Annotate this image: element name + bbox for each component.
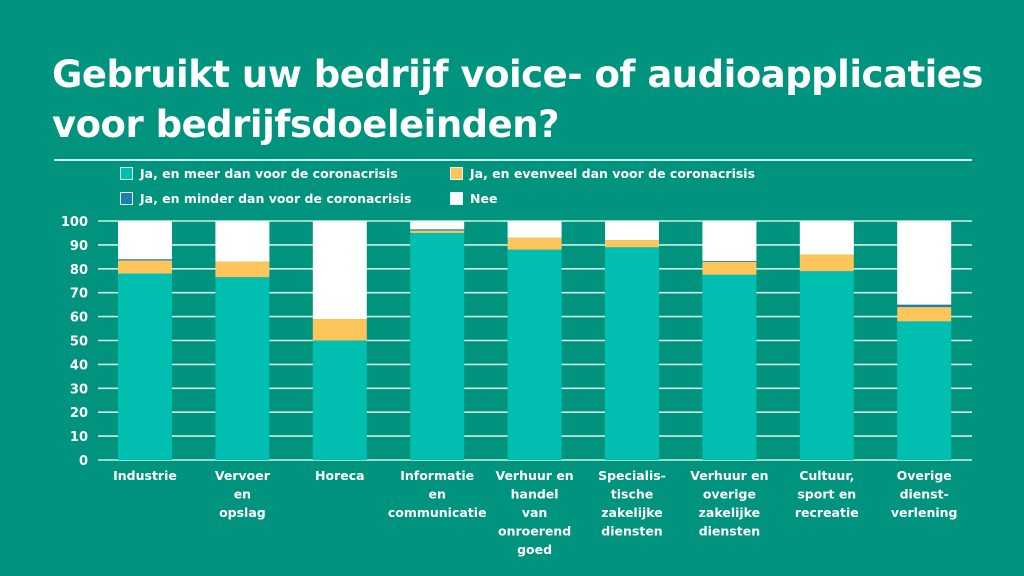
bar-segment-meer — [702, 274, 757, 460]
x-tick-label: Overige dienst-verlening — [891, 468, 958, 520]
bar-segment-meer — [410, 232, 465, 460]
title-divider — [54, 159, 972, 161]
y-tick-label: 50 — [70, 335, 88, 350]
y-tick-label: 0 — [79, 454, 88, 469]
bar-segment-nee — [897, 221, 952, 305]
x-tick-label: Specialis-tische zakelijke diensten — [598, 468, 666, 539]
bar-segment-nee — [799, 221, 854, 255]
legend-swatch-evenveel — [450, 167, 463, 180]
bar-segment-evenveel — [605, 240, 659, 248]
legend-swatch-meer — [120, 167, 133, 180]
bar-segment-minder — [410, 229, 465, 231]
bar-segment-evenveel — [702, 261, 757, 275]
bar-segment-evenveel — [215, 261, 270, 278]
legend-label: Ja, en evenveel dan voor de coronacrisis — [470, 166, 756, 181]
y-tick-label: 10 — [70, 430, 88, 445]
x-tick-label: Industrie — [113, 468, 177, 483]
bar-segment-meer — [507, 249, 562, 460]
y-tick-label: 100 — [61, 215, 88, 230]
bar-segment-meer — [118, 273, 172, 460]
y-tick-label: 20 — [70, 406, 88, 421]
bar-segment-meer — [215, 277, 270, 460]
y-tick-label: 60 — [70, 311, 88, 326]
y-tick-label: 30 — [70, 382, 88, 397]
bar-segment-meer — [799, 271, 854, 460]
bar-segment-evenveel — [799, 254, 854, 272]
legend-label: Ja, en meer dan voor de coronacrisis — [140, 166, 398, 181]
x-tick-label: Verhuur en handel van onroerend goed — [495, 468, 573, 557]
bar-segment-meer — [605, 247, 659, 460]
legend-item-nee: Nee — [450, 191, 497, 206]
bar-segment-evenveel — [410, 230, 465, 233]
legend-label: Nee — [470, 191, 498, 206]
chart-title: Gebruikt uw bedrijf voice- of audioappli… — [52, 53, 983, 146]
bar-segment-nee — [605, 221, 659, 241]
legend-item-evenveel: Ja, en evenveel dan voor de coronacrisis — [450, 166, 755, 181]
bar-segment-nee — [702, 221, 757, 261]
y-tick-label: 40 — [70, 358, 88, 373]
bar-segment-nee — [215, 221, 270, 262]
x-tick-label: Vervoer en opslag — [215, 468, 271, 520]
bar-segment-nee — [118, 221, 172, 260]
bar-segment-minder — [702, 260, 757, 262]
bar-segment-evenveel — [118, 260, 172, 274]
legend-item-meer: Ja, en meer dan voor de coronacrisis — [120, 166, 398, 181]
x-tick-label: Informatie en communicatie — [388, 468, 487, 520]
bar-segment-evenveel — [897, 307, 952, 322]
legend-swatch-nee — [450, 192, 463, 205]
bar-segment-meer — [312, 340, 367, 460]
x-tick-label: Cultuur, sport en recreatie — [795, 468, 859, 520]
legend: Ja, en meer dan voor de coronacrisis Ja,… — [120, 166, 820, 212]
legend-item-minder: Ja, en minder dan voor de coronacrisis — [120, 191, 411, 206]
bar-segment-evenveel — [312, 318, 367, 341]
bar-segment-nee — [507, 221, 562, 238]
y-tick-label: 90 — [70, 239, 88, 254]
x-tick-label: Horeca — [315, 468, 365, 483]
y-tick-label: 70 — [70, 287, 88, 302]
bar-segment-meer — [897, 321, 952, 460]
bar-segment-nee — [410, 221, 465, 230]
bar-segment-evenveel — [507, 237, 562, 250]
legend-swatch-minder — [120, 192, 133, 205]
x-tick-label: Verhuur en overige zakelijke diensten — [690, 468, 768, 539]
bar-segment-nee — [312, 221, 367, 319]
legend-label: Ja, en minder dan voor de coronacrisis — [140, 191, 412, 206]
bar-segment-minder — [897, 304, 952, 308]
bar-segment-minder — [118, 259, 172, 261]
y-tick-label: 80 — [70, 263, 88, 278]
